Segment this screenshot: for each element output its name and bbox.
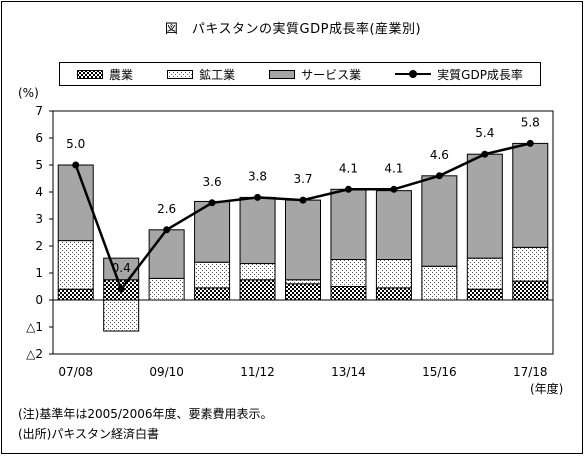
legend-item-service: サービス業 — [269, 66, 361, 83]
gdp-data-label: 4.1 — [384, 161, 403, 175]
gdp-data-label: 5.0 — [66, 137, 85, 151]
y-tick-label: 2 — [35, 239, 43, 253]
bar-agriculture — [194, 287, 231, 301]
x-tick-label: 13/14 — [331, 365, 366, 379]
bar-mining — [103, 299, 140, 332]
y-tick-label: 3 — [35, 212, 43, 226]
bar-agriculture — [285, 283, 321, 301]
y-axis-unit: (%) — [18, 86, 39, 100]
x-tick-label: 11/12 — [240, 365, 275, 379]
notes: (注)基準年は2005/2006年度、要素費用表示。 (出所)パキスタン経済白書 — [18, 404, 273, 444]
y-tick-label: 0 — [35, 293, 43, 307]
y-tick-label: △2 — [26, 347, 43, 361]
bar-service — [421, 175, 458, 267]
gdp-data-label: 3.8 — [248, 169, 267, 183]
bar-mining — [375, 259, 412, 289]
y-tick-label: 6 — [35, 131, 43, 145]
service-swatch — [269, 69, 296, 79]
legend-item-gdp: 実質GDP成長率 — [395, 66, 523, 83]
note-basis: (注)基準年は2005/2006年度、要素費用表示。 — [18, 407, 273, 421]
legend-item-mining: 鉱工業 — [167, 66, 235, 83]
gdp-data-label: 0.4 — [112, 261, 131, 275]
gdp-data-label: 4.6 — [430, 148, 449, 162]
bar-service — [194, 200, 231, 263]
gdp-point — [299, 196, 307, 204]
gdp-data-label: 3.7 — [293, 172, 312, 186]
gdp-point — [390, 185, 398, 193]
bar-agriculture — [466, 288, 503, 301]
bar-service — [375, 190, 412, 260]
bar-service — [239, 196, 276, 265]
mining-swatch — [167, 69, 194, 79]
y-tick-label: 5 — [35, 158, 43, 172]
bar-agriculture — [375, 287, 412, 301]
bar-mining — [421, 265, 458, 301]
x-tick-label: 07/08 — [58, 365, 93, 379]
bar-mining — [148, 277, 185, 301]
bar-agriculture — [512, 280, 549, 301]
gdp-point — [526, 139, 534, 147]
y-tick-label: 7 — [35, 104, 43, 118]
gdp-point — [208, 199, 216, 207]
y-tick-label: 1 — [35, 266, 43, 280]
bar-mining — [330, 259, 367, 287]
legend: 農業 鉱工業 サービス業 実質GDP成長率 — [59, 62, 541, 86]
gdp-point — [344, 185, 352, 193]
bar-agriculture — [330, 286, 367, 301]
legend-label-mining: 鉱工業 — [199, 67, 236, 82]
legend-label-gdp: 実質GDP成長率 — [437, 67, 523, 82]
bar-mining — [466, 257, 503, 290]
y-tick-label: 4 — [35, 185, 43, 199]
bar-agriculture — [57, 288, 94, 301]
bar-service — [512, 142, 549, 248]
legend-label-service: サービス業 — [301, 67, 362, 82]
gdp-point — [117, 285, 125, 293]
bar-service — [148, 229, 185, 279]
bar-mining — [239, 263, 276, 281]
bar-service — [466, 153, 503, 259]
y-tick-label: △1 — [26, 320, 43, 334]
x-tick-label: 17/18 — [513, 365, 548, 379]
gdp-data-label: 5.8 — [521, 115, 540, 129]
x-axis-unit: (年度) — [530, 382, 564, 396]
bar-mining — [57, 240, 94, 290]
bar-mining — [194, 261, 231, 289]
bar-mining — [512, 246, 549, 282]
gdp-point — [163, 226, 171, 234]
note-source: (出所)パキスタン経済白書 — [18, 427, 160, 441]
gdp-data-label: 2.6 — [157, 202, 176, 216]
gdp-data-label: 3.6 — [203, 175, 222, 189]
gdp-point — [254, 193, 262, 201]
agriculture-swatch — [77, 69, 104, 79]
legend-item-agriculture: 農業 — [77, 66, 133, 83]
gdp-line-swatch — [395, 69, 432, 79]
legend-label-agriculture: 農業 — [109, 67, 134, 82]
plot-border — [52, 110, 554, 355]
bar-agriculture — [239, 279, 276, 301]
bar-service — [57, 164, 94, 242]
x-tick-label: 15/16 — [422, 365, 457, 379]
plot-area: △2 △1 0 1 2 3 4 5 6 7 5.0 0.4 2.6 3.6 3.8 3.7 4.1 4.1 4.6 5… — [26, 104, 554, 379]
gdp-data-label: 5.4 — [475, 126, 494, 140]
bar-service — [330, 188, 367, 260]
bar-service — [285, 199, 321, 281]
gdp-point — [72, 161, 80, 169]
chart-title: 図 パキスタンの実質GDP成長率(産業別) — [164, 22, 422, 37]
x-tick-label: 09/10 — [149, 365, 184, 379]
gdp-data-label: 4.1 — [339, 161, 358, 175]
bar-mining — [285, 279, 321, 285]
gdp-point — [481, 150, 489, 158]
gdp-point — [435, 172, 443, 180]
